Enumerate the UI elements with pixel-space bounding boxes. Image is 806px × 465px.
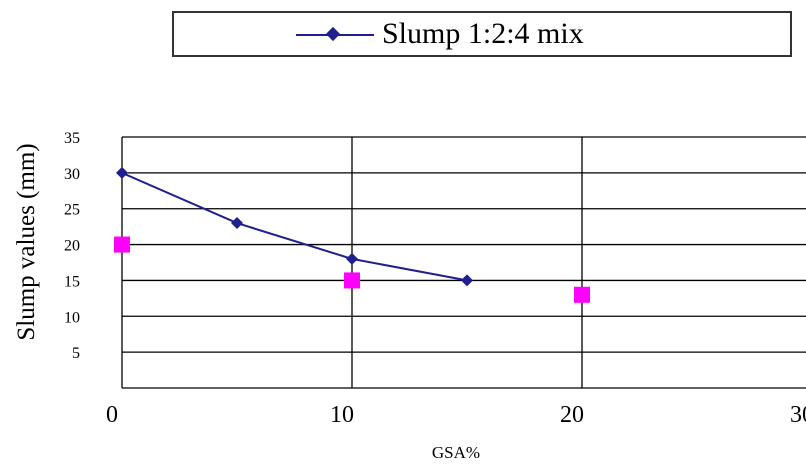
data-point-square bbox=[344, 272, 360, 289]
data-point-square bbox=[114, 236, 130, 253]
data-point-diamond bbox=[116, 166, 128, 179]
x-tick-label: 0 bbox=[106, 402, 118, 428]
series-line bbox=[121, 171, 468, 282]
y-tick-label: 15 bbox=[64, 273, 80, 290]
data-point-diamond bbox=[346, 252, 358, 265]
x-tick-label: 20 bbox=[560, 402, 584, 428]
x-tick-label: 10 bbox=[330, 402, 354, 428]
axis-ticks: 0 10 20 30 5 10 15 20 25 30 35 bbox=[64, 130, 806, 428]
y-tick-label: 30 bbox=[64, 166, 80, 183]
x-tick-label: 30 bbox=[790, 402, 806, 428]
legend-series-label: Slump 1:2:4 mix bbox=[382, 17, 584, 50]
y-tick-label: 35 bbox=[64, 130, 80, 147]
data-point-diamond bbox=[461, 274, 473, 287]
chart-legend: Slump 1:2:4 mix bbox=[172, 11, 792, 57]
chart-series bbox=[114, 166, 590, 303]
y-tick-label: 5 bbox=[72, 345, 80, 362]
plot-grid bbox=[121, 136, 806, 389]
y-axis-label: Slump values (mm) bbox=[13, 143, 40, 340]
data-point-diamond bbox=[231, 217, 243, 230]
data-point-square bbox=[574, 286, 590, 303]
x-axis-label: GSA% bbox=[432, 443, 480, 462]
y-tick-label: 20 bbox=[64, 238, 80, 255]
y-tick-label: 10 bbox=[64, 309, 80, 326]
y-tick-label: 25 bbox=[64, 202, 80, 219]
